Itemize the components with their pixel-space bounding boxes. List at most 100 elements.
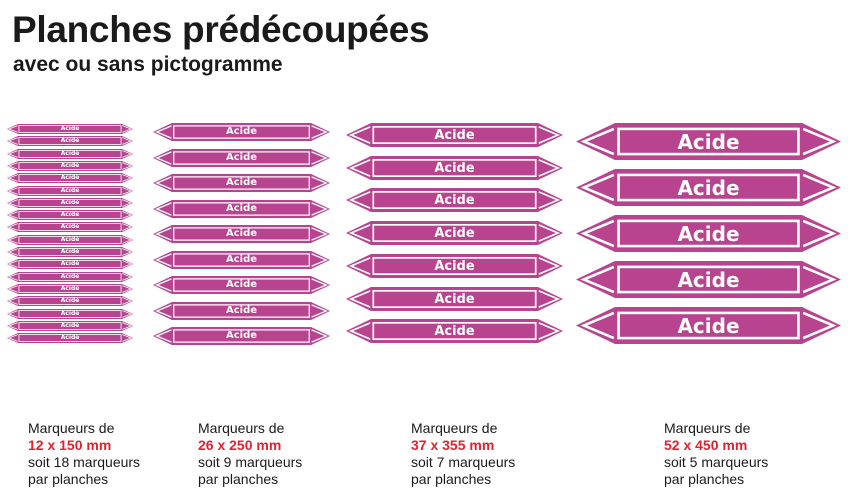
pipe-marker: Acide <box>346 156 563 180</box>
pipe-marker: Acide <box>7 284 133 294</box>
pipe-marker: Acide <box>7 161 133 171</box>
page-subtitle: avec ou sans pictogramme <box>13 53 283 76</box>
marker-arrow-shape <box>153 276 330 294</box>
pipe-marker: Acide <box>153 276 330 294</box>
marker-label: Acide <box>434 127 475 143</box>
marker-sheet-52x450: Acide Acide Acide Acide Acide <box>576 123 841 348</box>
pipe-marker: Acide <box>7 198 133 208</box>
pipe-marker: Acide <box>576 123 841 160</box>
marker-arrow-shape <box>153 327 330 345</box>
marker-label: Acide <box>434 258 475 274</box>
marker-label: Acide <box>60 162 80 169</box>
pipe-marker: Acide <box>7 124 133 134</box>
pipe-marker: Acide <box>576 261 841 298</box>
marker-arrow-shape <box>7 222 133 232</box>
marker-label: Acide <box>60 297 80 304</box>
marker-label: Acide <box>60 187 80 194</box>
marker-arrow-shape <box>153 225 330 243</box>
marker-label: Acide <box>60 223 80 230</box>
pipe-marker: Acide <box>7 173 133 183</box>
pipe-marker: Acide <box>7 186 133 196</box>
marker-label: Acide <box>225 126 258 137</box>
marker-label: Acide <box>60 174 80 181</box>
marker-arrow-shape <box>7 333 133 343</box>
marker-label: Acide <box>60 248 80 255</box>
marker-label: Acide <box>434 225 475 241</box>
pipe-marker: Acide <box>153 251 330 269</box>
pipe-marker: Acide <box>7 149 133 159</box>
marker-arrow-shape <box>7 186 133 196</box>
marker-label: Acide <box>225 330 258 341</box>
marker-arrow-shape <box>7 198 133 208</box>
caption-dimension: 12 x 150 mm <box>28 437 112 453</box>
pipe-marker: Acide <box>7 247 133 257</box>
page-title: Planches prédécoupées <box>12 9 430 50</box>
caption-52x450: Marqueurs de 52 x 450 mm soit 5 marqueur… <box>664 420 768 488</box>
marker-arrow-shape <box>7 284 133 294</box>
marker-arrow-shape <box>576 123 841 160</box>
marker-arrow-shape <box>576 169 841 206</box>
caption-intro: Marqueurs de <box>411 420 498 436</box>
pipe-marker: Acide <box>7 321 133 331</box>
caption-intro: Marqueurs de <box>28 420 115 436</box>
pipe-marker: Acide <box>576 215 841 252</box>
caption-intro: Marqueurs de <box>198 420 285 436</box>
pipe-marker: Acide <box>7 235 133 245</box>
marker-label: Acide <box>677 175 740 200</box>
marker-label: Acide <box>60 273 80 280</box>
marker-label: Acide <box>225 152 258 163</box>
marker-arrow-shape <box>346 319 563 343</box>
marker-arrow-shape <box>346 156 563 180</box>
marker-arrow-shape <box>576 261 841 298</box>
caption-26x250: Marqueurs de 26 x 250 mm soit 9 marqueur… <box>198 420 302 488</box>
caption-intro: Marqueurs de <box>664 420 751 436</box>
marker-label: Acide <box>225 279 258 290</box>
marker-label: Acide <box>60 285 80 292</box>
pipe-marker: Acide <box>346 287 563 311</box>
marker-label: Acide <box>225 228 258 239</box>
caption-per-sheet: par planches <box>411 471 492 487</box>
caption-count: soit 5 marqueurs <box>664 454 769 470</box>
marker-arrow-shape <box>153 123 330 141</box>
marker-arrow-shape <box>7 247 133 257</box>
pipe-marker: Acide <box>7 222 133 232</box>
marker-arrow-shape <box>346 221 563 245</box>
pipe-marker: Acide <box>153 149 330 167</box>
pipe-marker: Acide <box>7 333 133 343</box>
marker-label: Acide <box>225 305 258 316</box>
marker-arrow-shape <box>7 210 133 220</box>
pipe-marker: Acide <box>346 188 563 212</box>
marker-arrow-shape <box>7 296 133 306</box>
marker-arrow-shape <box>153 149 330 167</box>
marker-label: Acide <box>434 291 475 307</box>
marker-arrow-shape <box>7 173 133 183</box>
marker-label: Acide <box>434 323 475 339</box>
pipe-marker: Acide <box>7 272 133 282</box>
caption-count: soit 18 marqueurs <box>28 454 141 470</box>
marker-label: Acide <box>60 125 80 132</box>
pipe-marker: Acide <box>346 319 563 343</box>
marker-arrow-shape <box>576 215 841 252</box>
pipe-marker: Acide <box>153 123 330 141</box>
marker-sheet-37x355: Acide Acide Acide Acide Acide Acide Acide <box>346 123 563 349</box>
caption-12x150: Marqueurs de 12 x 150 mm soit 18 marqueu… <box>28 420 140 488</box>
marker-label: Acide <box>434 192 475 208</box>
marker-arrow-shape <box>7 235 133 245</box>
pipe-marker: Acide <box>153 302 330 320</box>
marker-label: Acide <box>434 160 475 176</box>
marker-label: Acide <box>677 221 740 246</box>
marker-arrow-shape <box>7 149 133 159</box>
marker-label: Acide <box>677 313 740 338</box>
marker-label: Acide <box>60 137 80 144</box>
pipe-marker: Acide <box>7 210 133 220</box>
pipe-marker: Acide <box>7 309 133 319</box>
marker-arrow-shape <box>346 287 563 311</box>
marker-label: Acide <box>60 322 80 329</box>
marker-label: Acide <box>677 267 740 292</box>
marker-arrow-shape <box>7 309 133 319</box>
marker-arrow-shape <box>153 200 330 218</box>
marker-arrow-shape <box>7 124 133 134</box>
caption-per-sheet: par planches <box>198 471 279 487</box>
marker-arrow-shape <box>346 254 563 278</box>
marker-sheet-12x150: Acide Acide Acide Acide Acide Acide Acide Acide… <box>7 124 133 346</box>
